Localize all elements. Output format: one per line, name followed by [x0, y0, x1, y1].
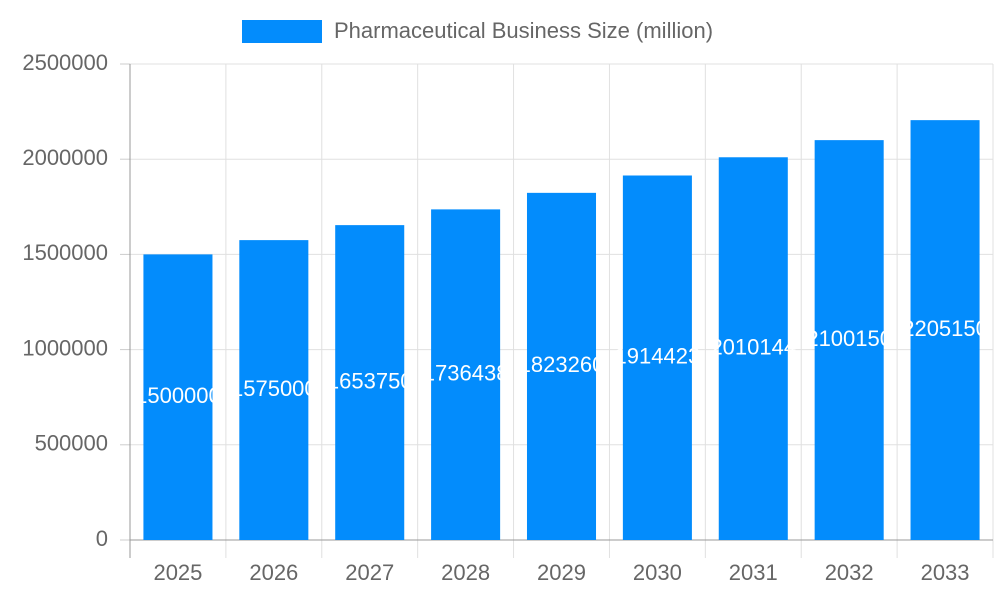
x-tick-label: 2027	[345, 560, 394, 585]
x-tick-label: 2029	[537, 560, 586, 585]
x-tick-label: 2032	[825, 560, 874, 585]
legend-label: Pharmaceutical Business Size (million)	[334, 18, 713, 43]
bar	[814, 140, 884, 540]
data-label: 1914423	[615, 344, 701, 369]
y-tick-label: 500000	[35, 431, 108, 456]
bar	[718, 157, 788, 540]
data-label: 1575000	[231, 376, 317, 401]
y-tick-label: 1500000	[22, 240, 108, 265]
data-label: 1736438	[423, 361, 509, 386]
bar	[622, 175, 692, 540]
y-tick-label: 0	[96, 526, 108, 551]
legend-swatch	[242, 20, 322, 43]
x-tick-label: 2025	[153, 560, 202, 585]
data-label: 1823260	[519, 352, 605, 377]
x-tick-label: 2033	[921, 560, 970, 585]
y-tick-label: 2000000	[22, 145, 108, 170]
x-tick-label: 2028	[441, 560, 490, 585]
y-tick-label: 1000000	[22, 335, 108, 360]
data-label: 2205150	[902, 316, 988, 341]
bar	[335, 225, 405, 540]
bar	[526, 192, 597, 540]
data-label: 1500000	[135, 383, 221, 408]
data-label: 2010144	[710, 334, 796, 359]
bar	[910, 120, 980, 541]
x-tick-label: 2030	[633, 560, 682, 585]
x-tick-label: 2026	[249, 560, 298, 585]
y-tick-label: 2500000	[22, 50, 108, 75]
bar	[143, 254, 213, 540]
x-tick-label: 2031	[729, 560, 778, 585]
bar	[239, 240, 309, 540]
data-label: 1653750	[327, 368, 413, 393]
data-label: 2100150	[806, 326, 892, 351]
bar	[431, 209, 501, 540]
